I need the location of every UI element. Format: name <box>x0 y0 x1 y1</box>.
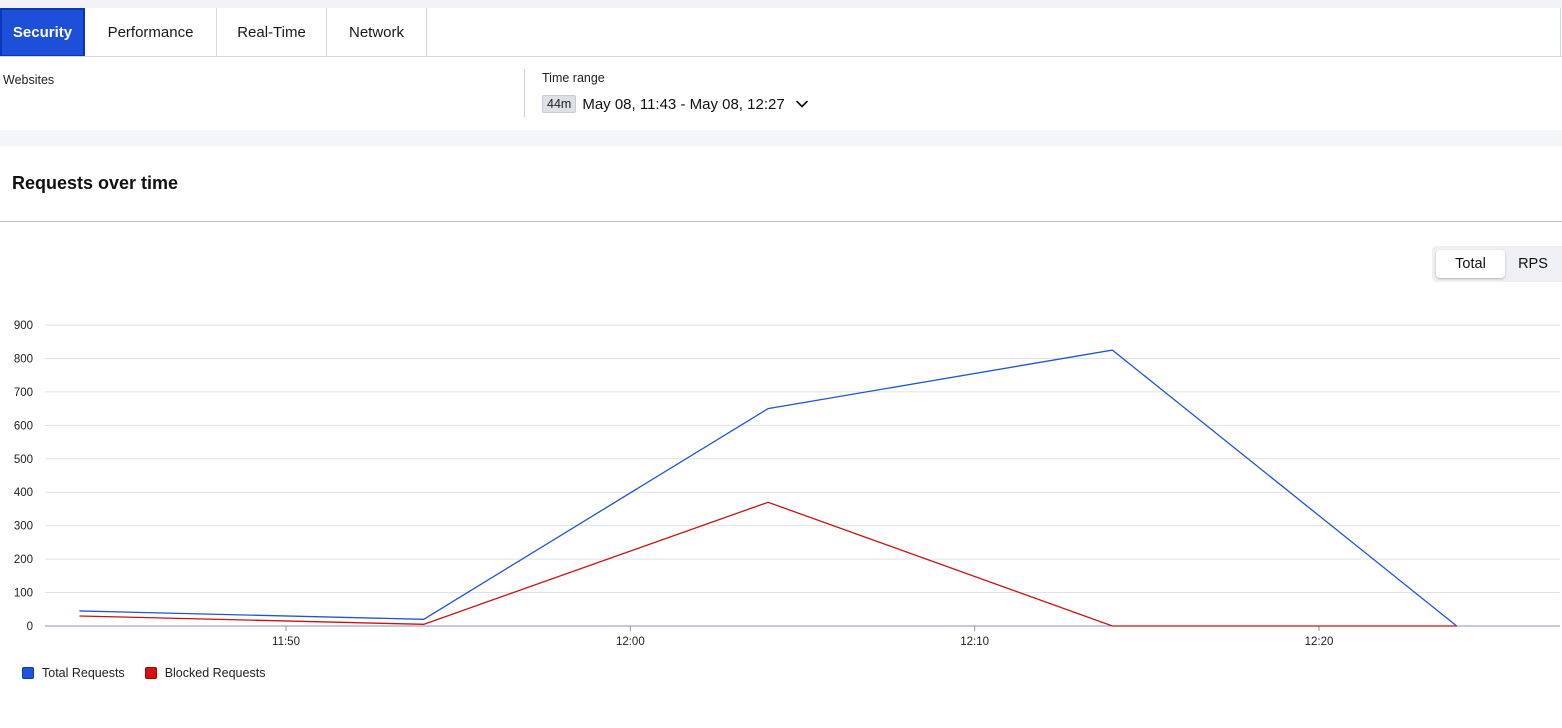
series-line-total[interactable] <box>79 349 1458 627</box>
legend-label-blocked: Blocked Requests <box>164 666 266 680</box>
x-tick-label: 12:20 <box>1305 636 1334 648</box>
chart-legend: Total Requests Blocked Requests <box>22 666 285 680</box>
section-gap <box>0 130 1562 146</box>
tab-bar: Security Performance Real-Time Network <box>0 8 427 57</box>
series-line-blocked[interactable] <box>79 501 1457 627</box>
toggle-total[interactable]: Total <box>1436 250 1505 278</box>
tab-network[interactable]: Network <box>327 8 427 57</box>
filter-bar: Websites Time range 44m May 08, 11:43 - … <box>0 57 1562 130</box>
top-strip <box>0 0 1562 8</box>
y-tick-label: 700 <box>14 387 33 399</box>
y-tick-label: 800 <box>14 353 33 365</box>
y-tick-label: 300 <box>14 521 33 533</box>
legend-swatch-total <box>22 667 34 679</box>
range-text: May 08, 11:43 - May 08, 12:27 <box>582 95 785 113</box>
tabs-divider <box>0 56 1562 57</box>
legend-swatch-blocked <box>144 667 157 679</box>
y-tick-label: 200 <box>14 554 33 566</box>
y-tick-label: 900 <box>14 320 33 332</box>
x-tick-label: 12:10 <box>960 636 989 648</box>
websites-label: Websites <box>3 73 55 87</box>
legend-item-blocked[interactable]: Blocked Requests <box>144 666 266 680</box>
legend-label-total: Total Requests <box>42 666 125 680</box>
x-tick-label: 11:50 <box>272 636 300 648</box>
y-tick-label: 100 <box>14 588 33 600</box>
toggle-rps[interactable]: RPS <box>1518 256 1548 272</box>
time-range-label: Time range <box>542 71 605 85</box>
y-tick-label: 500 <box>14 454 33 466</box>
y-tick-label: 600 <box>14 420 33 432</box>
y-tick-label: 400 <box>14 487 33 499</box>
y-tick-label: 0 <box>27 621 33 633</box>
chevron-down-icon[interactable] <box>795 97 809 111</box>
filter-divider <box>524 69 525 117</box>
view-toggle: Total RPS <box>1432 246 1562 282</box>
tab-real-time[interactable]: Real-Time <box>217 8 327 57</box>
time-range-selector[interactable]: 44m May 08, 11:43 - May 08, 12:27 <box>542 95 809 113</box>
tab-performance[interactable]: Performance <box>85 8 217 57</box>
section-title: Requests over time <box>12 173 179 193</box>
section-divider <box>0 221 1562 222</box>
legend-item-total[interactable]: Total Requests <box>22 666 125 680</box>
tab-security[interactable]: Security <box>0 8 85 57</box>
range-duration-badge: 44m <box>542 95 577 113</box>
x-tick-label: 12:00 <box>616 636 645 648</box>
requests-chart: 0 100 200 300 400 500 600 700 800 900 11:50 12:00 1… <box>14 320 1560 648</box>
tabs-edge <box>1560 8 1561 57</box>
